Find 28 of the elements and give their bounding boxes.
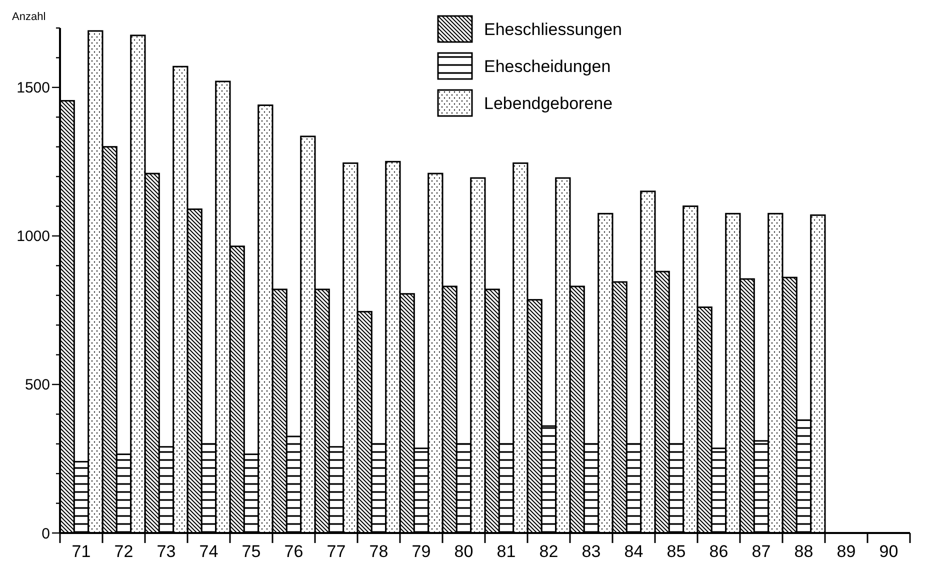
legend-label: Ehescheidungen bbox=[484, 57, 611, 76]
y-tick-label: 1500 bbox=[16, 80, 50, 97]
x-tick-label: 82 bbox=[539, 542, 558, 561]
x-tick-label: 90 bbox=[879, 542, 898, 561]
x-tick-label: 84 bbox=[624, 542, 644, 561]
y-tick-label: 0 bbox=[42, 525, 50, 542]
x-tick-label: 79 bbox=[412, 542, 431, 561]
y-axis-title: Anzahl bbox=[12, 11, 46, 23]
x-tick-label: 81 bbox=[496, 542, 516, 561]
x-tick-label: 77 bbox=[326, 542, 346, 561]
y-tick-label: 500 bbox=[24, 376, 50, 394]
x-tick-label: 87 bbox=[752, 542, 771, 561]
x-tick-label: 76 bbox=[284, 542, 304, 561]
x-tick-label: 83 bbox=[582, 542, 601, 561]
x-tick-label: 85 bbox=[666, 542, 686, 561]
x-tick-label: 80 bbox=[454, 542, 474, 561]
x-tick-label: 72 bbox=[114, 542, 134, 561]
legend-label: Eheschliessungen bbox=[484, 20, 622, 39]
x-tick-label: 73 bbox=[156, 542, 176, 561]
legend-label: Lebendgeborene bbox=[484, 94, 613, 113]
x-tick-label: 89 bbox=[836, 542, 856, 561]
x-tick-label: 75 bbox=[242, 542, 261, 561]
x-tick-label: 88 bbox=[794, 542, 814, 561]
x-tick-label: 74 bbox=[199, 542, 218, 561]
x-tick-label: 78 bbox=[369, 542, 388, 561]
x-tick-label: 71 bbox=[72, 542, 91, 561]
x-tick-label: 86 bbox=[709, 542, 728, 561]
y-tick-label: 1000 bbox=[16, 228, 50, 246]
